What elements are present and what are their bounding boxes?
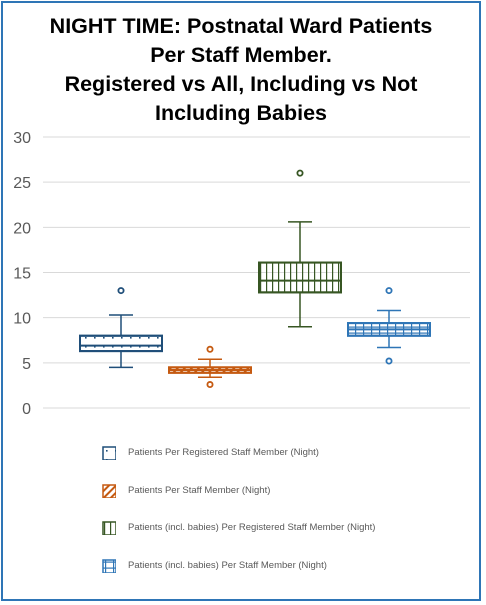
- box-iqr: [79, 334, 163, 353]
- outlier-point: [117, 287, 125, 295]
- chart-title-line-4: Including Babies: [154, 101, 328, 125]
- legend-label: Patients (incl. babies) Per Registered S…: [128, 522, 376, 533]
- chart-title-line-3: Registered vs All, Including vs Not: [64, 72, 418, 96]
- y-tick-label: 15: [13, 266, 31, 283]
- chart-title: NIGHT TIME: Postnatal Ward Patients Per …: [0, 12, 482, 128]
- legend-swatch-diagonal: [102, 484, 116, 498]
- box-outline: [258, 261, 342, 294]
- outlier-point: [206, 345, 214, 353]
- chart-title-line-1: NIGHT TIME: Postnatal Ward Patients: [49, 14, 433, 38]
- box-outline: [79, 334, 163, 353]
- legend-swatch-grid: [102, 559, 116, 573]
- y-tick-label: 30: [13, 130, 31, 147]
- box-series: [168, 345, 252, 389]
- box-series: [347, 287, 431, 365]
- legend-swatch-vertical: [102, 521, 116, 535]
- box-series: [79, 287, 163, 369]
- outlier-point: [385, 287, 393, 295]
- box-iqr: [258, 261, 342, 294]
- chart-title-line-2: Per Staff Member.: [150, 43, 332, 67]
- y-tick-label: 20: [13, 220, 31, 237]
- outlier-point: [206, 381, 214, 389]
- chart-frame: [1, 1, 481, 601]
- outlier-point: [296, 169, 304, 177]
- outlier-point: [385, 357, 393, 365]
- box-series: [258, 169, 342, 328]
- legend-label: Patients Per Registered Staff Member (Ni…: [128, 447, 319, 458]
- legend-swatch-dots: [102, 446, 116, 460]
- y-tick-label: 10: [13, 311, 31, 328]
- y-tick-label: 0: [22, 401, 31, 418]
- y-tick-label: 25: [13, 175, 31, 192]
- legend-label: Patients (incl. babies) Per Staff Member…: [128, 560, 327, 571]
- legend-label: Patients Per Staff Member (Night): [128, 485, 271, 496]
- y-tick-label: 5: [22, 356, 31, 373]
